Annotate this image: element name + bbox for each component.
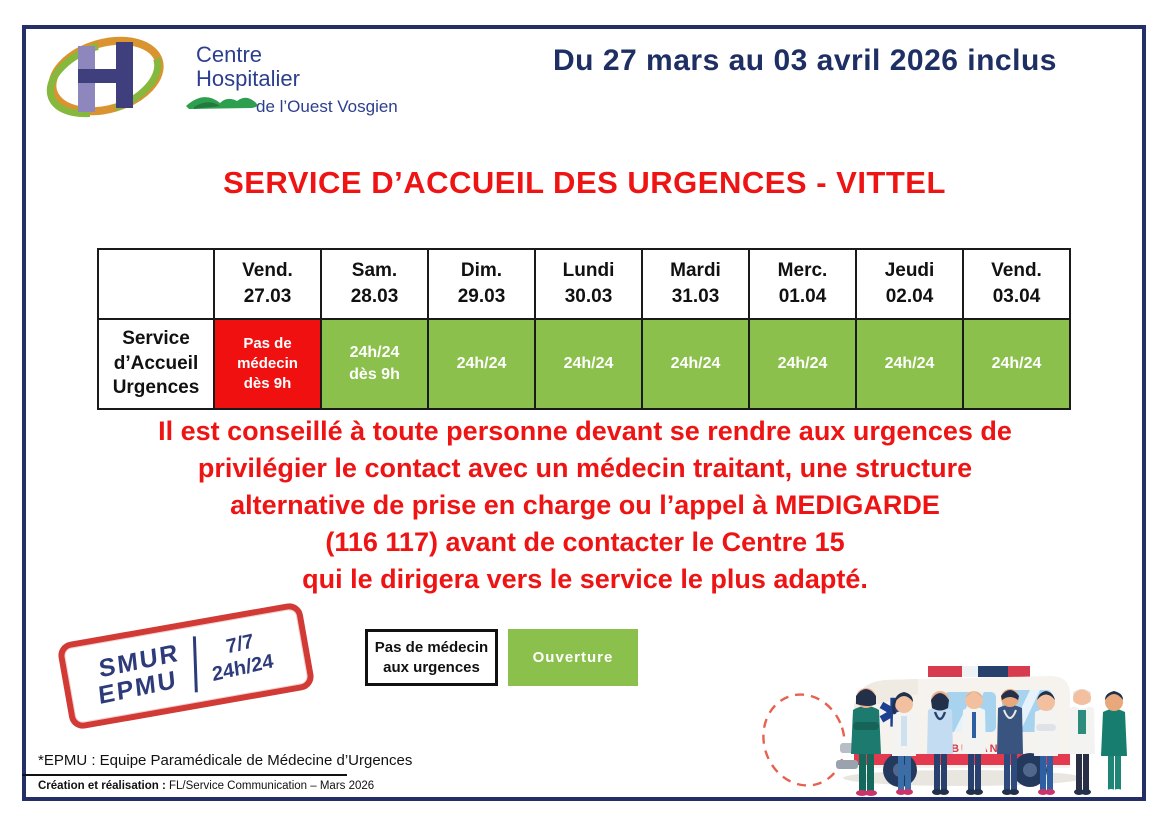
status-cell-open: 24h/24 (748, 318, 857, 410)
epmu-footnote: *EPMU : Equipe Paramédicale de Médecine … (38, 752, 413, 769)
day-header: Lundi 30.03 (534, 248, 643, 320)
advisory-line: Il est conseillé à toute personne devant… (158, 416, 1012, 446)
logo-text-line3: de l’Ouest Vosgien (256, 97, 398, 116)
day-header: Jeudi 02.04 (855, 248, 964, 320)
day-header: Mardi 31.03 (641, 248, 750, 320)
logo-text-line1: Centre (196, 42, 262, 67)
table-header-row: Vend. 27.03 Sam. 28.03 Dim. 29.03 Lundi 30.0… (97, 248, 1071, 320)
advisory-line: qui le dirigera vers le service le plus … (302, 564, 868, 594)
footer-divider (22, 774, 347, 776)
hospital-logo-icon: Centre Hospitalier de l’Ouest Vosgien (46, 36, 398, 118)
advisory-line: (116 117) avant de contacter le Centre 1… (325, 527, 845, 557)
stamp-right-text: 7/7 24h/24 (211, 630, 275, 687)
date-range-heading: Du 27 mars au 03 avril 2026 inclus (553, 44, 1057, 77)
status-cell-closed: Pas de médecin dès 9h (213, 318, 322, 410)
advisory-text: Il est conseillé à toute personne devant… (55, 413, 1115, 598)
status-cell-open: 24h/24 (641, 318, 750, 410)
schedule-table: Vend. 27.03 Sam. 28.03 Dim. 29.03 Lundi 30.0… (97, 248, 1071, 410)
logo-text-line2: Hospitalier (196, 66, 300, 91)
table-status-row: Service d’Accueil Urgences Pas de médeci… (97, 318, 1071, 410)
day-header: Vend. 27.03 (213, 248, 322, 320)
logo-letter-h (78, 42, 133, 112)
legend-open: Ouverture (508, 629, 638, 686)
status-cell-open: 24h/24 (962, 318, 1071, 410)
dashed-swirl-icon (762, 693, 846, 787)
hospital-logo: Centre Hospitalier de l’Ouest Vosgien (44, 36, 414, 124)
advisory-line: privilégier le contact avec un médecin t… (197, 453, 973, 483)
credit-value: FL/Service Communication – Mars 2026 (165, 780, 375, 792)
medical-team-icon (851, 688, 1127, 796)
day-header: Sam. 28.03 (320, 248, 429, 320)
page-title: SERVICE D’ACCUEIL DES URGENCES - VITTEL (223, 165, 946, 200)
logo-hills-icon (186, 97, 258, 109)
status-cell-open: 24h/24 (427, 318, 536, 410)
table-corner-cell (97, 248, 215, 320)
day-header: Merc. 01.04 (748, 248, 857, 320)
credit-label: Création et réalisation : (38, 780, 166, 792)
stamp-divider (193, 636, 199, 693)
day-header: Dim. 29.03 (427, 248, 536, 320)
ambulance-team-illustration: ✱ AMBULAN (758, 648, 1150, 798)
stamp-left-text: SMUR EPMU (96, 638, 181, 711)
status-cell-open: 24h/24 dès 9h (320, 318, 429, 410)
day-header: Vend. 03.04 (962, 248, 1071, 320)
status-cell-open: 24h/24 (534, 318, 643, 410)
advisory-line: alternative de prise en charge ou l’appe… (230, 490, 940, 520)
status-cell-open: 24h/24 (855, 318, 964, 410)
legend-no-doctor: Pas de médecin aux urgences (365, 629, 498, 686)
credit-line: Création et réalisation : FL/Service Com… (38, 780, 374, 792)
service-row-header: Service d’Accueil Urgences (97, 318, 215, 410)
